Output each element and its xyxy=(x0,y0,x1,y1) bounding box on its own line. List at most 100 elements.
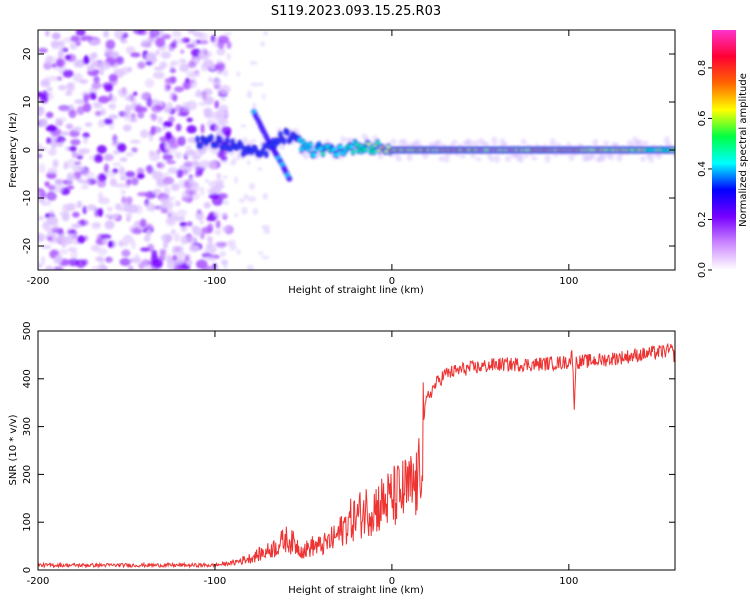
ridge-halo xyxy=(223,150,230,155)
snr-y-ticks: 0 100 200 300 400 500 xyxy=(22,321,675,573)
noise-blob xyxy=(179,63,189,72)
noise-blob xyxy=(38,215,45,221)
noise-blob xyxy=(221,111,230,116)
noise-blob xyxy=(133,30,145,35)
noise-blob xyxy=(166,102,173,109)
colorbar-tick-label: 0.6 xyxy=(697,110,708,126)
noise-blob xyxy=(170,183,180,191)
noise-blob xyxy=(176,169,184,179)
ridge-halo xyxy=(435,139,442,147)
ridge-mid xyxy=(239,144,244,149)
noise-blob xyxy=(175,200,181,207)
noise-blob xyxy=(55,57,66,68)
ridge-mid xyxy=(273,143,278,148)
colorbar-tick-label: 0.2 xyxy=(697,212,708,228)
colorbar-label: Normalized spectral amplitude xyxy=(738,73,749,227)
noise-blob xyxy=(82,259,89,266)
noise-blob xyxy=(123,124,132,132)
noise-blob xyxy=(76,235,86,244)
noise-blob xyxy=(220,97,226,102)
noise-blob xyxy=(188,178,194,185)
noise-blob xyxy=(196,89,202,97)
noise-blob xyxy=(166,160,176,165)
spectrogram-y-label: Frequency (Hz) xyxy=(8,112,19,188)
noise-blob xyxy=(214,228,222,236)
noise-blob xyxy=(159,142,167,152)
noise-blob xyxy=(91,266,104,270)
noise-blob xyxy=(155,37,166,48)
noise-blob xyxy=(44,76,49,85)
ridge-halo xyxy=(600,152,607,162)
noise-blob xyxy=(257,251,264,255)
noise-blob xyxy=(201,91,207,101)
ridge-halo xyxy=(520,138,527,145)
noise-blob xyxy=(216,172,222,180)
noise-blob xyxy=(154,128,160,133)
noise-blob xyxy=(171,229,176,235)
noise-blob xyxy=(186,117,193,123)
noise-blob xyxy=(94,110,102,117)
ridge-halo xyxy=(642,140,649,146)
noise-blob xyxy=(221,160,228,164)
ridge-mid xyxy=(297,137,302,142)
y-tick-label: 400 xyxy=(22,369,33,388)
noise-blob xyxy=(56,76,63,81)
noise-blob xyxy=(46,92,55,100)
noise-blob xyxy=(153,188,162,194)
noise-blob xyxy=(234,176,238,184)
noise-blob xyxy=(208,193,220,200)
noise-blob xyxy=(46,216,59,226)
noise-blob xyxy=(134,253,140,262)
noise-blob xyxy=(108,73,119,82)
noise-blob xyxy=(103,153,115,162)
noise-blob xyxy=(165,131,172,140)
noise-blob xyxy=(214,124,219,131)
noise-blob xyxy=(179,221,187,227)
noise-blob xyxy=(195,166,204,175)
noise-blob xyxy=(141,39,146,47)
noise-blob xyxy=(169,144,179,149)
noise-blob xyxy=(74,161,82,166)
noise-blob xyxy=(104,220,115,230)
ridge-halo xyxy=(406,152,413,162)
noise-blob xyxy=(58,50,64,58)
noise-blob xyxy=(78,148,90,154)
noise-blob xyxy=(92,101,101,109)
noise-blob xyxy=(161,233,173,243)
noise-blob xyxy=(168,196,175,201)
noise-blob xyxy=(143,235,151,242)
noise-blob xyxy=(196,209,202,215)
noise-blob xyxy=(117,87,128,98)
noise-blob xyxy=(146,164,154,175)
noise-blob xyxy=(236,71,241,77)
noise-blob xyxy=(207,188,216,195)
noise-blob xyxy=(200,47,208,55)
noise-blob xyxy=(178,58,187,64)
ridge-core xyxy=(354,143,359,146)
noise-blob xyxy=(250,82,259,87)
noise-blob xyxy=(125,95,131,101)
noise-blob xyxy=(131,239,136,250)
noise-blob xyxy=(166,76,176,85)
ridge-halo xyxy=(555,142,562,147)
noise-blob xyxy=(203,107,213,115)
y-tick-label: 0 xyxy=(22,567,33,573)
x-tick-label: 100 xyxy=(559,276,578,287)
noise-blob xyxy=(105,39,116,50)
ridge-mid xyxy=(262,144,267,149)
noise-blob xyxy=(214,100,220,109)
ridge-core xyxy=(386,146,391,149)
noise-blob xyxy=(196,259,208,269)
y-tick-label: 20 xyxy=(22,48,33,61)
noise-blob xyxy=(198,32,209,41)
noise-blob xyxy=(216,117,225,121)
x-tick-label: -100 xyxy=(204,576,227,587)
noise-blob xyxy=(223,32,233,36)
noise-blob xyxy=(162,121,173,128)
ridge-halo xyxy=(242,137,248,145)
ridge-mid xyxy=(278,132,283,137)
snr-x-ticks: -200 -100 0 100 xyxy=(27,331,578,587)
noise-blob xyxy=(108,92,113,102)
ridge-halo xyxy=(592,138,599,147)
